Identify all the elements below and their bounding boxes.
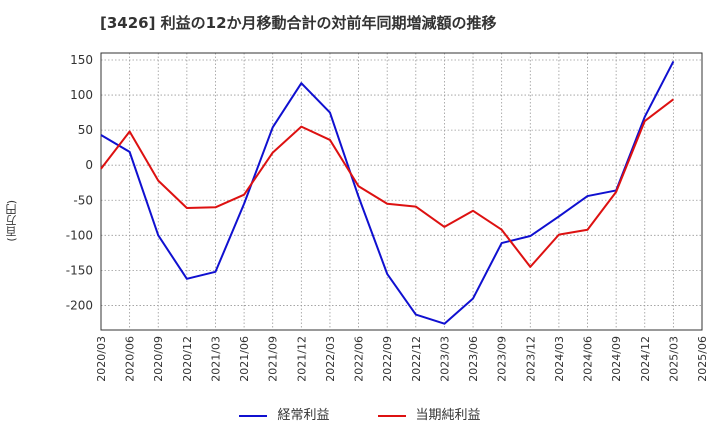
y-tick-label: -150 <box>66 263 93 277</box>
legend-item-1: 経常利益 <box>239 404 330 423</box>
x-tick-label: 2023/06 <box>467 336 480 382</box>
y-tick-label: -50 <box>73 193 93 207</box>
x-tick-label: 2021/06 <box>238 336 251 382</box>
legend: 経常利益 当期純利益 <box>0 404 720 423</box>
legend-swatch <box>377 414 406 417</box>
x-tick-label: 2024/06 <box>582 336 595 382</box>
series-line-1 <box>100 60 675 325</box>
chart-title: [3426] 利益の12か月移動合計の対前年同期増減額の推移 <box>100 14 497 32</box>
legend-label: 当期純利益 <box>415 408 481 423</box>
x-tick-label: 2020/03 <box>95 336 108 382</box>
x-tick-label: 2022/06 <box>353 336 366 382</box>
x-tick-label: 2022/12 <box>410 336 423 382</box>
x-tick-label: 2020/06 <box>124 336 137 382</box>
legend-label: 経常利益 <box>277 408 330 423</box>
x-tick-label: 2023/03 <box>438 336 451 382</box>
y-tick-label: -200 <box>66 298 93 312</box>
x-tick-label: 2025/06 <box>696 336 709 382</box>
legend-swatch <box>239 414 268 417</box>
x-tick-label: 2020/09 <box>152 336 165 382</box>
y-tick-label: 150 <box>70 53 93 67</box>
x-tick-label: 2025/03 <box>667 336 680 382</box>
x-tick-label: 2020/12 <box>181 336 194 382</box>
x-tick-label: 2024/09 <box>610 336 623 382</box>
x-tick-label: 2021/09 <box>267 336 280 382</box>
plot-border <box>100 52 703 331</box>
x-tick-label: 2023/12 <box>524 336 537 382</box>
x-tick-label: 2024/03 <box>553 336 566 382</box>
x-tick-label: 2022/09 <box>381 336 394 382</box>
x-tick-label: 2023/09 <box>496 336 509 382</box>
series-line-2 <box>100 98 674 268</box>
y-tick-label: 0 <box>85 158 93 172</box>
x-tick-label: 2021/12 <box>295 336 308 382</box>
plot-area <box>101 53 702 330</box>
y-tick-label: -100 <box>66 228 93 242</box>
y-tick-label: 100 <box>70 88 93 102</box>
x-tick-label: 2024/12 <box>639 336 652 382</box>
x-tick-label: 2022/03 <box>324 336 337 382</box>
legend-item-2: 当期純利益 <box>377 404 481 423</box>
y-tick-label: 50 <box>78 123 93 137</box>
x-tick-label: 2021/03 <box>209 336 222 382</box>
